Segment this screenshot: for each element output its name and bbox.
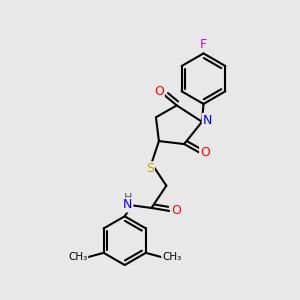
Text: CH₃: CH₃ (68, 252, 87, 262)
Text: CH₃: CH₃ (162, 252, 181, 262)
Text: H: H (124, 194, 132, 203)
Text: O: O (200, 146, 210, 159)
Text: F: F (200, 38, 207, 51)
Text: N: N (123, 199, 132, 212)
Text: O: O (154, 85, 164, 98)
Text: O: O (171, 204, 181, 218)
Text: S: S (146, 162, 154, 175)
Text: N: N (203, 114, 212, 127)
